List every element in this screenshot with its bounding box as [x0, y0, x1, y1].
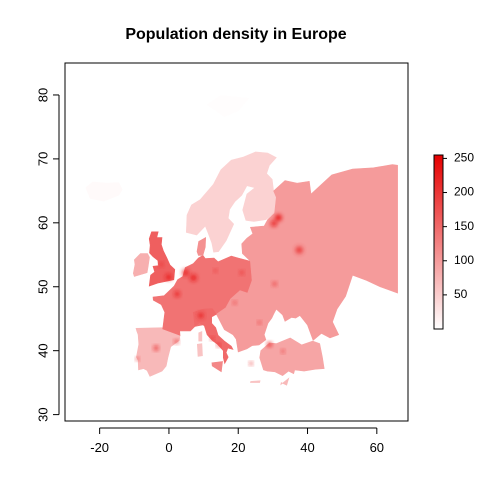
legend-tick-label: 50 [454, 287, 468, 301]
hotspot-manchester [159, 262, 164, 267]
map-region-crete [250, 380, 261, 383]
hotspot-milan [197, 312, 204, 319]
map-title: Population density in Europe [125, 26, 346, 43]
hotspot-bucharest [257, 320, 262, 325]
hotspot-st-petersburg [270, 220, 277, 227]
map-region-sicily [211, 361, 223, 373]
x-tick-label: -20 [90, 440, 109, 455]
hotspot-madrid [153, 345, 159, 351]
x-axis: -20 0 20 40 60 [90, 427, 384, 455]
map-region-great-britain [148, 231, 176, 287]
color-legend: 50 100 150 200 250 [433, 151, 474, 330]
map-region-sardinia [196, 343, 203, 357]
y-tick-label: 60 [35, 216, 50, 230]
hotspot-lake-ladoga [274, 214, 282, 222]
y-tick-label: 40 [35, 343, 50, 357]
legend-colorbar [433, 154, 444, 330]
density-hotspot-layer [135, 214, 304, 366]
map-region-scandinavia [185, 151, 277, 253]
hotspot-rome [210, 336, 214, 341]
hotspot-berlin [213, 269, 218, 273]
density-map-layer [85, 95, 398, 386]
hotspot-athens [249, 361, 253, 366]
y-tick-label: 80 [35, 88, 50, 102]
hotspot-kyiv [272, 281, 277, 286]
hotspot-ruhr [190, 274, 197, 282]
y-axis: 30 40 50 60 70 80 [35, 88, 60, 422]
hotspot-london [165, 274, 172, 281]
legend-ticks: 50 100 150 200 250 [443, 151, 474, 301]
map-region-iberia [135, 327, 181, 377]
legend-tick-label: 150 [454, 219, 474, 233]
y-tick-label: 50 [35, 280, 50, 294]
map-region-svalbard [206, 95, 250, 118]
map-region-corsica [198, 331, 203, 342]
map-region-iceland [85, 181, 123, 202]
x-tick-label: 0 [165, 440, 172, 455]
legend-tick-label: 200 [454, 185, 474, 199]
map-region-ireland [132, 253, 150, 277]
map-region-eastern-europe [216, 164, 398, 353]
x-tick-label: 20 [231, 440, 245, 455]
hotspot-ankara [281, 349, 285, 353]
hotspot-warsaw [239, 270, 244, 275]
map-region-anatolia [259, 337, 325, 376]
x-tick-label: 60 [370, 440, 384, 455]
y-tick-label: 30 [35, 407, 50, 421]
map-region-cyprus [280, 377, 290, 386]
hotspot-moscow [295, 246, 304, 254]
map-region-denmark [196, 236, 207, 256]
hotspot-istanbul [267, 341, 272, 347]
hotspot-budapest [233, 301, 237, 305]
hotspot-naples [216, 343, 221, 347]
hotspot-netherlands [182, 269, 190, 277]
hotspot-barcelona [174, 339, 179, 344]
hotspot-paris [174, 291, 180, 297]
legend-tick-label: 100 [454, 253, 474, 267]
y-tick-label: 70 [35, 152, 50, 166]
x-tick-label: 40 [300, 440, 314, 455]
plot-frame [64, 62, 409, 422]
legend-tick-label: 250 [454, 151, 474, 165]
hotspot-lisbon [135, 357, 140, 361]
